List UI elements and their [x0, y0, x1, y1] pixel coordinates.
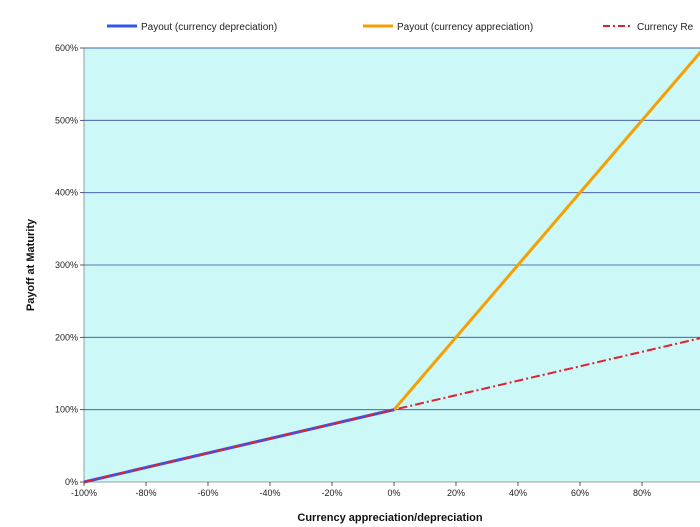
- x-tick-label: -100%: [71, 488, 97, 498]
- x-tick-label: -20%: [321, 488, 342, 498]
- x-tick-label: 60%: [571, 488, 589, 498]
- x-tick-label: -80%: [135, 488, 156, 498]
- series-lines: [83, 50, 700, 484]
- x-tick-label: 40%: [509, 488, 527, 498]
- y-tick-label: 300%: [55, 260, 78, 270]
- series-line-1: [392, 50, 700, 411]
- y-tick-label: 500%: [55, 115, 78, 125]
- x-axis-ticks: -100% -80% -60% -40% -20% 0% 20% 40% 60% 80%: [71, 482, 651, 498]
- x-tick-label: 80%: [633, 488, 651, 498]
- legend-label-1: Payout (currency appreciation): [397, 22, 533, 33]
- legend: Payout (currency depreciation) Payout (cu…: [107, 22, 694, 33]
- x-tick-label: -40%: [259, 488, 280, 498]
- y-axis-ticks: 0% 100% 200% 300% 400% 500% 600%: [55, 43, 84, 487]
- x-tick-label: 20%: [447, 488, 465, 498]
- x-axis-title: Currency appreciation/depreciation: [297, 512, 482, 524]
- y-tick-label: 0%: [65, 477, 78, 487]
- y-tick-label: 100%: [55, 405, 78, 415]
- x-tick-label: 0%: [387, 488, 400, 498]
- series-line-2-overlay: [83, 408, 395, 483]
- y-tick-label: 400%: [55, 188, 78, 198]
- legend-label-2: Currency Re: [637, 22, 694, 33]
- x-tick-label: -60%: [197, 488, 218, 498]
- y-tick-label: 600%: [55, 43, 78, 53]
- y-axis-title: Payoff at Maturity: [25, 218, 37, 311]
- y-tick-label: 200%: [55, 332, 78, 342]
- legend-label-0: Payout (currency depreciation): [141, 22, 277, 33]
